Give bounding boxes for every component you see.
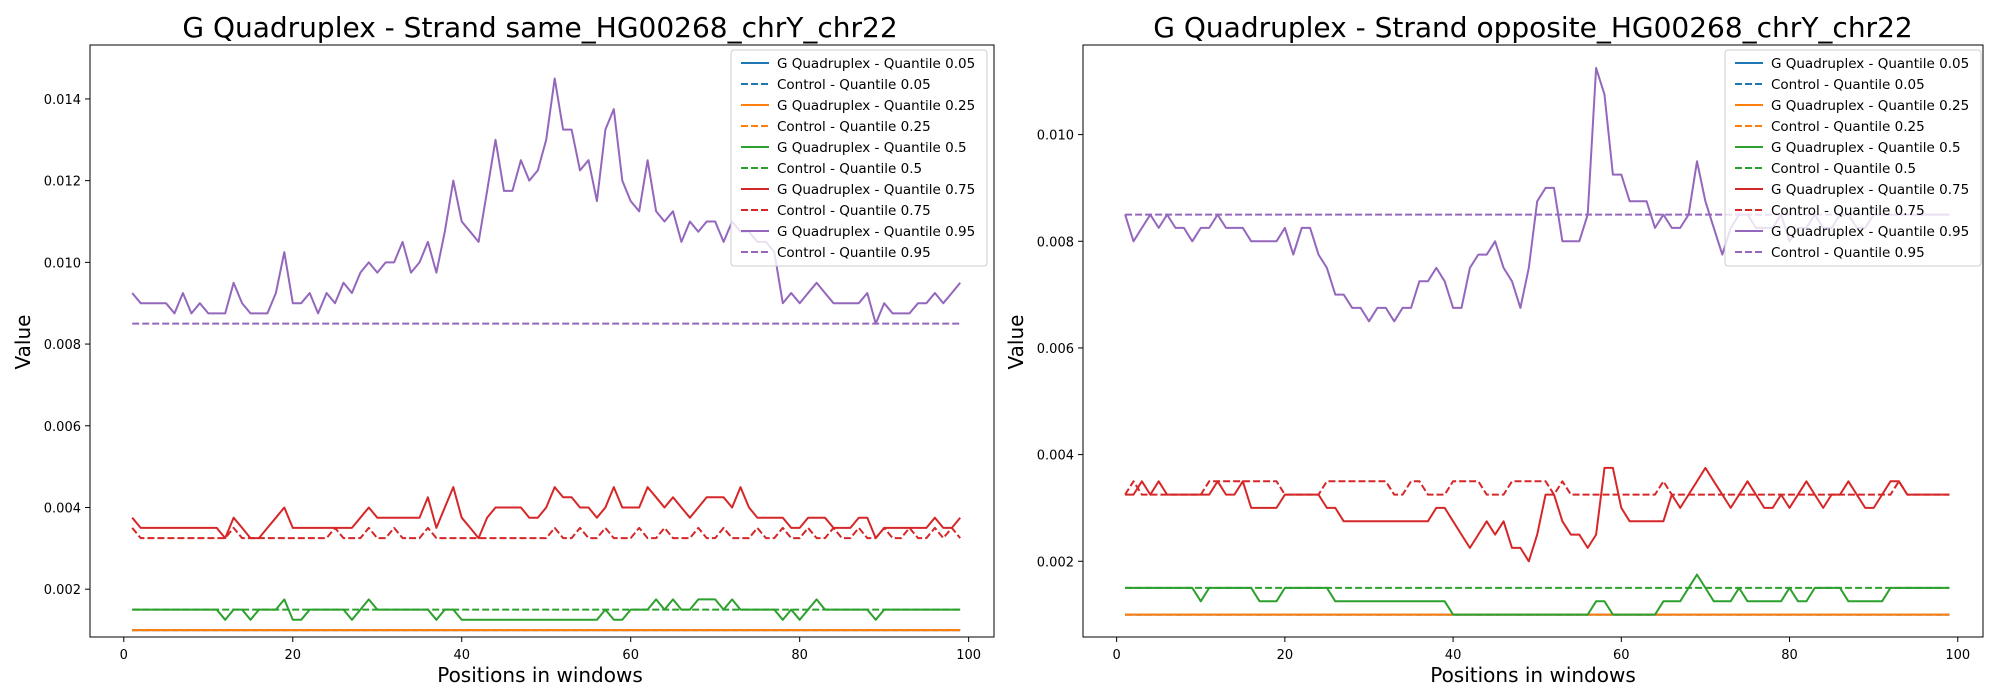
legend-label: G Quadruplex - Quantile 0.75 xyxy=(1771,182,1969,198)
plot-lines xyxy=(131,77,961,632)
series-line-g-quadruplex-quantile-0-95 xyxy=(131,77,961,325)
y-axis-label: Value xyxy=(11,315,35,370)
y-tick-label: 0.008 xyxy=(44,338,81,353)
y-tick-label: 0.006 xyxy=(1037,342,1074,357)
series-line-control-quantile-0-75 xyxy=(1124,480,1950,496)
x-axis-label: Positions in windows xyxy=(1430,663,1636,687)
chart-title: G Quadruplex - Strand opposite_HG00268_c… xyxy=(1153,11,1912,44)
legend-label: Control - Quantile 0.5 xyxy=(1771,161,1916,177)
y-tick-label: 0.004 xyxy=(1037,449,1074,464)
series-line-control-quantile-0-75 xyxy=(131,526,961,540)
x-tick-label: 100 xyxy=(1945,648,1970,663)
legend-label: G Quadruplex - Quantile 0.25 xyxy=(777,98,975,114)
legend-label: G Quadruplex - Quantile 0.25 xyxy=(1771,98,1969,114)
chart-title: G Quadruplex - Strand same_HG00268_chrY_… xyxy=(182,11,897,44)
x-tick-label: 100 xyxy=(956,648,981,663)
x-tick-label: 40 xyxy=(1445,648,1462,663)
x-tick-label: 80 xyxy=(791,648,808,663)
legend: G Quadruplex - Quantile 0.05 Control - Qu… xyxy=(1724,49,1982,267)
x-tick-label: 20 xyxy=(284,648,301,663)
y-axis-label: Value xyxy=(1004,315,1028,370)
legend-box xyxy=(1724,49,1982,267)
chart-panel-strand-same: G Quadruplex - Strand same_HG00268_chrY_… xyxy=(11,11,995,687)
x-tick-label: 80 xyxy=(1781,648,1798,663)
series-line-g-quadruplex-quantile-0-75 xyxy=(131,486,961,540)
axis-ticks: 0 20 40 60 80 100 0.002 0.004 0.006 0.008 0.010 xyxy=(1037,129,1970,663)
legend-label: Control - Quantile 0.75 xyxy=(1771,203,1925,219)
y-tick-label: 0.006 xyxy=(44,420,81,435)
x-tick-label: 60 xyxy=(1613,648,1630,663)
legend-label: Control - Quantile 0.5 xyxy=(777,161,922,177)
legend-label: G Quadruplex - Quantile 0.05 xyxy=(777,56,975,72)
y-tick-label: 0.012 xyxy=(44,175,81,190)
legend-label: G Quadruplex - Quantile 0.05 xyxy=(1771,56,1969,72)
x-axis-label: Positions in windows xyxy=(437,663,643,687)
x-tick-label: 0 xyxy=(1113,648,1121,663)
x-tick-label: 20 xyxy=(1277,648,1294,663)
axes-frame xyxy=(89,44,995,638)
x-tick-label: 0 xyxy=(120,648,128,663)
legend-label: G Quadruplex - Quantile 0.5 xyxy=(1771,140,1961,156)
legend-label: G Quadruplex - Quantile 0.95 xyxy=(777,224,975,240)
y-tick-label: 0.002 xyxy=(1037,555,1074,570)
legend: G Quadruplex - Quantile 0.05 Control - Qu… xyxy=(730,49,988,267)
y-tick-label: 0.010 xyxy=(44,256,81,271)
legend-label: G Quadruplex - Quantile 0.5 xyxy=(777,140,967,156)
series-line-g-quadruplex-quantile-0-75 xyxy=(1125,466,1950,563)
x-tick-label: 40 xyxy=(453,648,470,663)
legend-label: Control - Quantile 0.75 xyxy=(777,203,931,219)
legend-label: Control - Quantile 0.05 xyxy=(777,77,931,93)
legend-label: Control - Quantile 0.95 xyxy=(777,245,931,261)
y-tick-label: 0.004 xyxy=(44,501,81,516)
x-tick-label: 60 xyxy=(622,648,639,663)
legend-label: Control - Quantile 0.95 xyxy=(1771,245,1925,261)
legend-label: Control - Quantile 0.25 xyxy=(777,119,931,135)
legend-box xyxy=(730,49,988,267)
legend-label: Control - Quantile 0.25 xyxy=(1771,119,1925,135)
axis-ticks: 0 20 40 60 80 100 0.002 0.004 0.006 0.008 0.010 0.0… xyxy=(44,93,981,663)
legend-label: G Quadruplex - Quantile 0.95 xyxy=(1771,224,1969,240)
series-line-g-quadruplex-quantile-0-5 xyxy=(132,598,961,621)
y-tick-label: 0.010 xyxy=(1037,129,1074,144)
y-tick-label: 0.002 xyxy=(44,583,81,598)
axes-frame xyxy=(1082,44,1984,638)
series-line-g-quadruplex-quantile-0-5 xyxy=(1125,573,1950,616)
chart-panel-strand-opposite: G Quadruplex - Strand opposite_HG00268_c… xyxy=(1004,11,1984,687)
legend-label: G Quadruplex - Quantile 0.75 xyxy=(777,182,975,198)
y-tick-label: 0.014 xyxy=(44,93,81,108)
y-tick-label: 0.008 xyxy=(1037,235,1074,250)
legend-label: Control - Quantile 0.05 xyxy=(1771,77,1925,93)
